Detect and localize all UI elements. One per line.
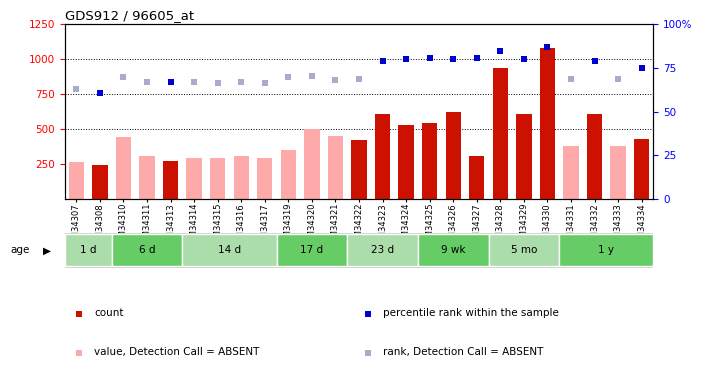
Point bbox=[612, 76, 624, 82]
Text: 17 d: 17 d bbox=[300, 244, 324, 255]
Bar bbox=[375, 114, 390, 199]
Point bbox=[377, 58, 388, 64]
Bar bbox=[257, 158, 272, 199]
Bar bbox=[233, 156, 249, 199]
Bar bbox=[587, 114, 602, 199]
Bar bbox=[610, 146, 625, 199]
Bar bbox=[540, 48, 555, 199]
Bar bbox=[446, 112, 461, 199]
Point bbox=[518, 56, 530, 62]
Point bbox=[118, 74, 129, 80]
Bar bbox=[559, 234, 653, 266]
Point bbox=[636, 65, 648, 71]
Point bbox=[259, 80, 271, 86]
Point bbox=[495, 48, 506, 54]
Bar bbox=[139, 156, 154, 199]
Point bbox=[589, 58, 600, 64]
Text: 1 y: 1 y bbox=[598, 244, 615, 255]
Bar bbox=[281, 150, 296, 199]
Text: value, Detection Call = ABSENT: value, Detection Call = ABSENT bbox=[94, 348, 259, 357]
Text: count: count bbox=[94, 309, 123, 318]
Bar bbox=[351, 140, 367, 199]
Point bbox=[447, 56, 459, 62]
Text: 9 wk: 9 wk bbox=[441, 244, 465, 255]
Point bbox=[306, 73, 317, 79]
Point bbox=[283, 74, 294, 80]
Bar bbox=[422, 123, 437, 199]
Point bbox=[424, 55, 435, 61]
Text: 14 d: 14 d bbox=[218, 244, 241, 255]
Bar bbox=[65, 234, 112, 266]
Bar bbox=[112, 234, 182, 266]
Text: percentile rank within the sample: percentile rank within the sample bbox=[383, 309, 559, 318]
Bar bbox=[187, 158, 202, 199]
Point bbox=[165, 79, 177, 85]
Bar bbox=[276, 234, 348, 266]
Text: 1 d: 1 d bbox=[80, 244, 96, 255]
Bar bbox=[488, 234, 559, 266]
Point bbox=[353, 76, 365, 82]
Bar bbox=[210, 158, 225, 199]
Text: 6 d: 6 d bbox=[139, 244, 155, 255]
Bar bbox=[304, 129, 320, 199]
Text: 5 mo: 5 mo bbox=[510, 244, 537, 255]
Bar bbox=[469, 156, 485, 199]
Point bbox=[94, 90, 106, 96]
Point bbox=[471, 55, 482, 61]
Point bbox=[236, 79, 247, 85]
Bar bbox=[634, 139, 649, 199]
Point bbox=[565, 76, 577, 82]
Bar bbox=[418, 234, 488, 266]
Point bbox=[188, 79, 200, 85]
Text: age: age bbox=[11, 245, 30, 255]
Bar bbox=[163, 161, 178, 199]
Text: 23 d: 23 d bbox=[371, 244, 394, 255]
Point bbox=[401, 56, 412, 62]
Point bbox=[330, 77, 341, 83]
Bar bbox=[328, 136, 343, 199]
Bar bbox=[348, 234, 418, 266]
Point bbox=[70, 86, 82, 92]
Point bbox=[541, 44, 553, 50]
Bar bbox=[93, 165, 108, 199]
Bar bbox=[493, 68, 508, 199]
Point bbox=[141, 79, 153, 85]
Bar bbox=[564, 146, 579, 199]
Bar bbox=[69, 162, 84, 199]
Point bbox=[212, 80, 223, 86]
Bar bbox=[398, 125, 414, 199]
Bar bbox=[516, 114, 531, 199]
Text: GDS912 / 96605_at: GDS912 / 96605_at bbox=[65, 9, 194, 22]
Point bbox=[487, 190, 498, 196]
Text: ▶: ▶ bbox=[43, 245, 51, 255]
Text: rank, Detection Call = ABSENT: rank, Detection Call = ABSENT bbox=[383, 348, 543, 357]
Bar bbox=[116, 137, 131, 199]
Bar bbox=[182, 234, 276, 266]
